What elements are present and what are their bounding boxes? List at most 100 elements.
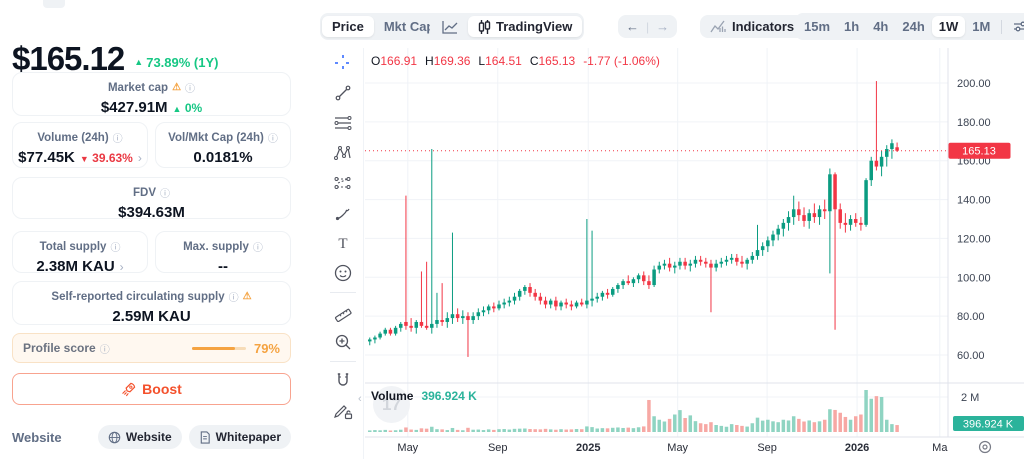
candle-body (399, 323, 403, 328)
candle-body (745, 259, 749, 264)
time-axis-label: Ma (932, 442, 948, 454)
brush-tool-button[interactable] (322, 198, 364, 228)
volume-bar (693, 421, 698, 432)
info-icon[interactable]: ⓘ (99, 344, 110, 356)
tf-15m[interactable]: 15m (804, 19, 831, 34)
info-icon[interactable]: ⓘ (185, 84, 196, 95)
fdv-card: FDV ⓘ $394.63M (12, 177, 291, 221)
info-icon[interactable]: ⓘ (252, 243, 263, 254)
tf-4h[interactable]: 4h (873, 19, 889, 34)
volume-bar (673, 414, 677, 432)
timeframe-settings-button[interactable] (1006, 17, 1024, 36)
measure-tool-button[interactable] (322, 297, 364, 327)
price-chart[interactable]: 200.00180.00160.00140.00120.00100.0080.0… (365, 48, 1024, 459)
candle-body (502, 302, 506, 305)
toolbar-separator (329, 292, 356, 293)
candle-body (781, 222, 786, 229)
zoom-in-tool-button[interactable] (322, 327, 364, 357)
candle-body (657, 265, 662, 270)
forward-arrow-button[interactable]: → (656, 19, 670, 34)
candle-body (445, 318, 450, 322)
cutoff-pill (43, 0, 65, 8)
tab-mkt-cap[interactable]: Mkt Cap (383, 19, 435, 34)
tf-24h[interactable]: 24h (902, 19, 925, 34)
zoom-in-icon (335, 334, 351, 350)
boost-button[interactable]: Boost (12, 373, 291, 405)
divider: | (646, 19, 650, 34)
toolbar-collapse-icon[interactable]: ‹ (358, 393, 362, 405)
volume-bar (610, 427, 615, 432)
warning-icon: ⚠ (172, 82, 182, 93)
volume-bar (688, 415, 693, 432)
volume-bar (543, 428, 548, 432)
back-arrow-button[interactable]: ← (626, 19, 639, 34)
volume-bar (786, 420, 791, 432)
pattern-tool-button[interactable] (322, 138, 364, 168)
change-value: -1.77 (-1.06%) (583, 54, 660, 68)
text-tool-button[interactable]: T (322, 228, 364, 258)
candle-body (430, 323, 434, 328)
trend-line-tool-button[interactable] (322, 78, 364, 108)
volume-bar (848, 419, 853, 432)
candle-body (642, 275, 646, 282)
candle-body (579, 302, 584, 305)
volume-bar (642, 426, 646, 432)
candle-body (843, 222, 848, 225)
last-volume-badge-value: 396.924 K (963, 419, 1014, 431)
candle-body (523, 287, 527, 291)
tf-1w[interactable]: 1W (931, 16, 966, 37)
brush-icon (335, 208, 350, 221)
tf-1m[interactable]: 1M (972, 19, 991, 34)
indicators-button[interactable]: Indicators (700, 15, 805, 38)
tradingview-chart-button[interactable]: TradingView (468, 16, 583, 37)
volume-bar (807, 420, 811, 432)
info-icon[interactable]: ⓘ (110, 243, 121, 254)
volume-bar (440, 429, 444, 432)
volume-bar (662, 421, 667, 432)
tab-price[interactable]: Price (322, 16, 374, 37)
candle-body (528, 287, 532, 293)
candle-body (807, 213, 811, 221)
fib-retracement-tool-button[interactable] (322, 108, 364, 138)
whitepaper-button[interactable]: Whitepaper (188, 425, 291, 449)
crosshair-tool-button[interactable] (322, 48, 364, 78)
candle-body (786, 217, 791, 223)
lock-drawings-tool-button[interactable] (322, 396, 364, 426)
vol-mkt-cap-label: Vol/Mkt Cap (24h) (168, 131, 264, 144)
volume-bar (833, 409, 837, 432)
candle-body (890, 143, 894, 150)
volume-bar (766, 419, 770, 432)
links-row: Website Website Whitepaper (12, 425, 291, 449)
info-icon[interactable]: ⓘ (112, 134, 123, 145)
rocket-icon (122, 382, 136, 396)
chevron-right-icon[interactable]: › (137, 150, 142, 165)
line-chart-button[interactable] (432, 17, 468, 37)
candle-body (678, 261, 682, 266)
text-icon: T (338, 236, 347, 252)
chevron-right-icon[interactable]: › (119, 259, 124, 274)
info-icon[interactable]: ⓘ (228, 293, 239, 304)
volume-bar (621, 427, 625, 432)
volume-bar (750, 423, 755, 432)
volume-bar (698, 423, 703, 432)
price-axis-label: 200.00 (957, 78, 991, 90)
emoji-tool-button[interactable] (322, 258, 364, 288)
website-button[interactable]: Website (97, 425, 182, 449)
projection-tool-button[interactable] (322, 168, 364, 198)
time-axis-label: May (667, 442, 688, 454)
volume-bar (399, 429, 403, 432)
candle-body (797, 209, 801, 216)
candle-body (631, 279, 636, 284)
magnet-tool-button[interactable] (322, 366, 364, 396)
info-icon[interactable]: ⓘ (160, 189, 170, 200)
tf-1h[interactable]: 1h (844, 19, 860, 34)
chart-container: 200.00 180.00 160.00 140.00 120.00 100.00 80.0… (365, 48, 1024, 459)
candle-body (879, 156, 884, 167)
chart-type-toggle: TradingView (430, 13, 585, 40)
info-icon[interactable]: ⓘ (267, 134, 278, 145)
candle-body (828, 174, 832, 212)
ohlc-readout: O166.91 H169.36 L164.51 C165.13 -1.77 (-… (371, 54, 660, 68)
circulating-supply-label: Self-reported circulating supply (51, 290, 225, 303)
volume-bar (797, 418, 801, 432)
projection-icon (334, 177, 351, 189)
